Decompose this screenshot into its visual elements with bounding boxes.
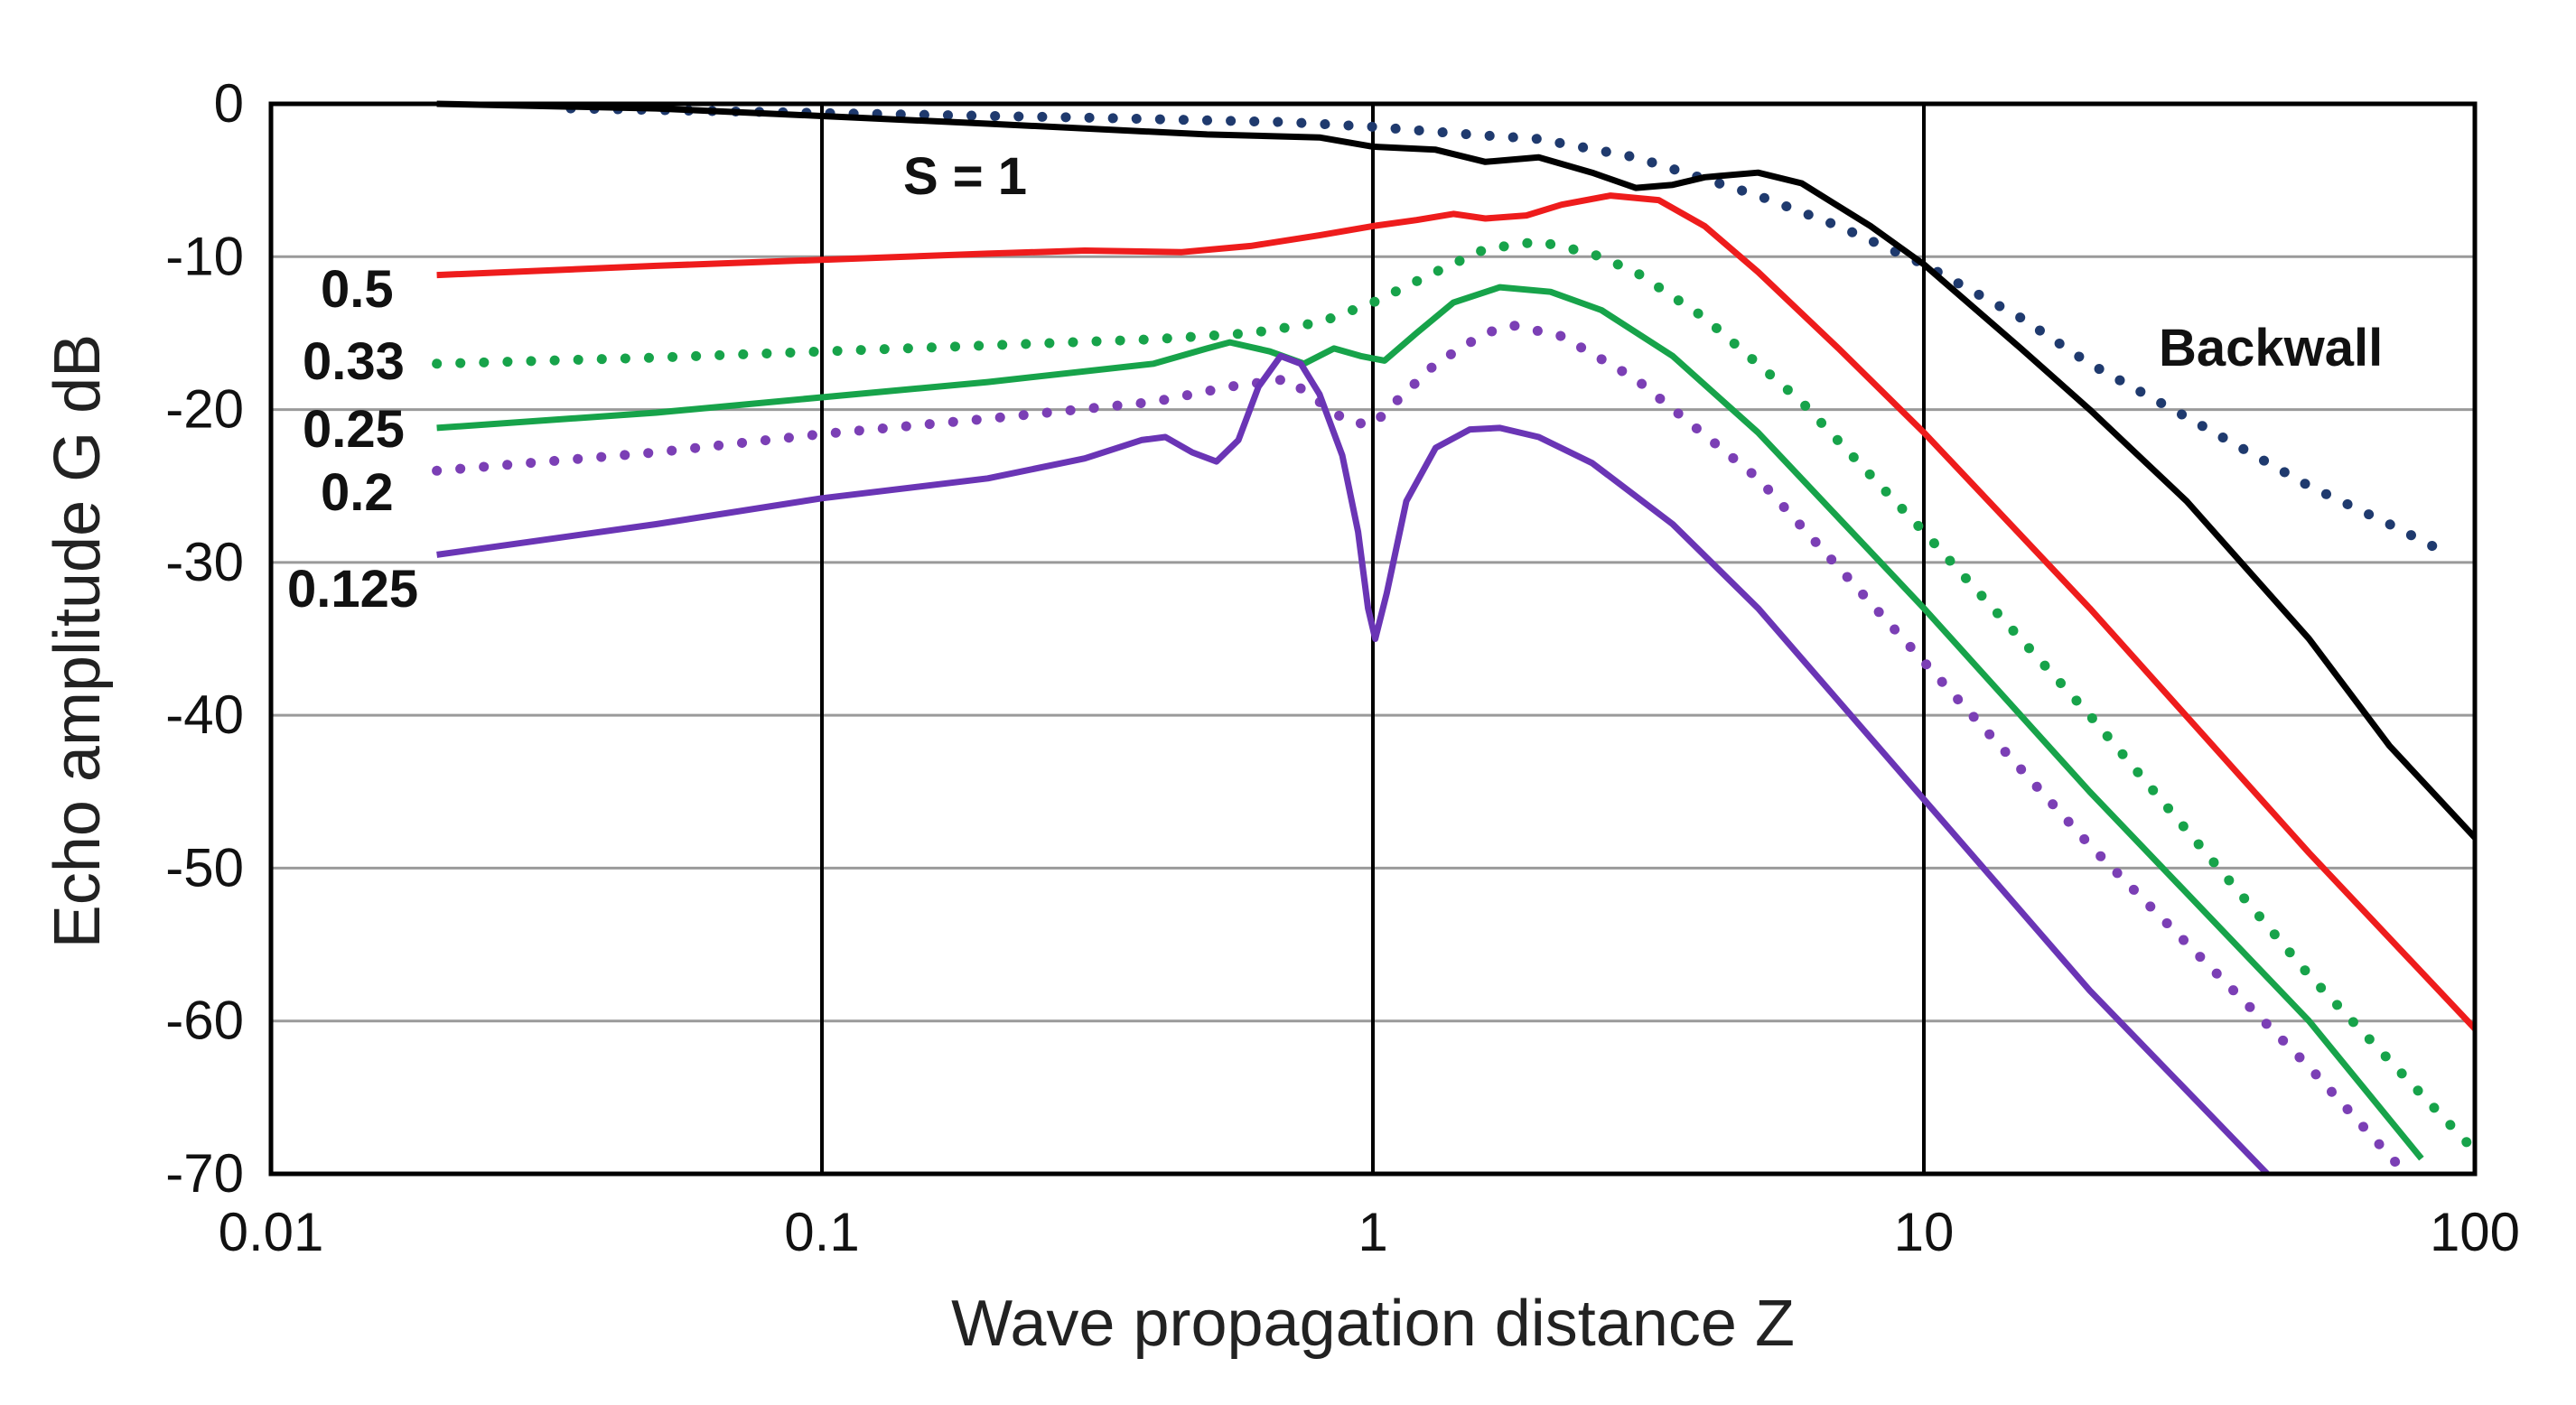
y-tick-label: -10 xyxy=(165,226,244,286)
series-label-0: Backwall xyxy=(2159,319,2383,377)
series-line-5 xyxy=(432,321,2412,1179)
series-label-4: 0.25 xyxy=(303,400,405,459)
series-line-3 xyxy=(432,236,2480,1157)
series-label-1: S = 1 xyxy=(903,147,1027,206)
series-label-5: 0.2 xyxy=(321,463,394,522)
y-tick-label: -30 xyxy=(165,532,244,592)
y-tick-label: -50 xyxy=(165,837,244,898)
series-label-6: 0.125 xyxy=(287,560,418,619)
x-tick-label: 0.1 xyxy=(784,1202,859,1262)
x-axis-label: Wave propagation distance Z xyxy=(951,1288,1795,1360)
y-axis-label: Echo amplitude G dB xyxy=(42,334,114,948)
series-label-3: 0.33 xyxy=(303,332,405,391)
series-line-6 xyxy=(436,352,2270,1177)
series-group xyxy=(432,100,2480,1179)
y-tick-label: -40 xyxy=(165,684,244,745)
x-tick-label: 1 xyxy=(1358,1202,1387,1262)
series-line-1 xyxy=(436,100,2478,840)
series-line-2 xyxy=(436,192,2478,1031)
series-line-4 xyxy=(436,284,2424,1161)
plot-frame xyxy=(268,101,2478,1177)
series-labels: Backwall S = 1 0.5 0.33 0.250.2 0.125 xyxy=(287,147,2383,619)
y-tick-label: -70 xyxy=(165,1143,244,1204)
series-label-2: 0.5 xyxy=(321,260,394,319)
y-tick-label: 0 xyxy=(214,73,244,134)
tick-labels: 0 -10 -20 -30 -40 -50 -60 -700.01 0.1 1 10 100 xyxy=(165,73,2520,1262)
y-tick-label: -60 xyxy=(165,991,244,1051)
x-tick-label: 100 xyxy=(2430,1202,2520,1262)
y-tick-label: -20 xyxy=(165,379,244,440)
x-tick-label: 0.01 xyxy=(219,1202,324,1262)
x-tick-label: 10 xyxy=(1894,1202,1955,1262)
